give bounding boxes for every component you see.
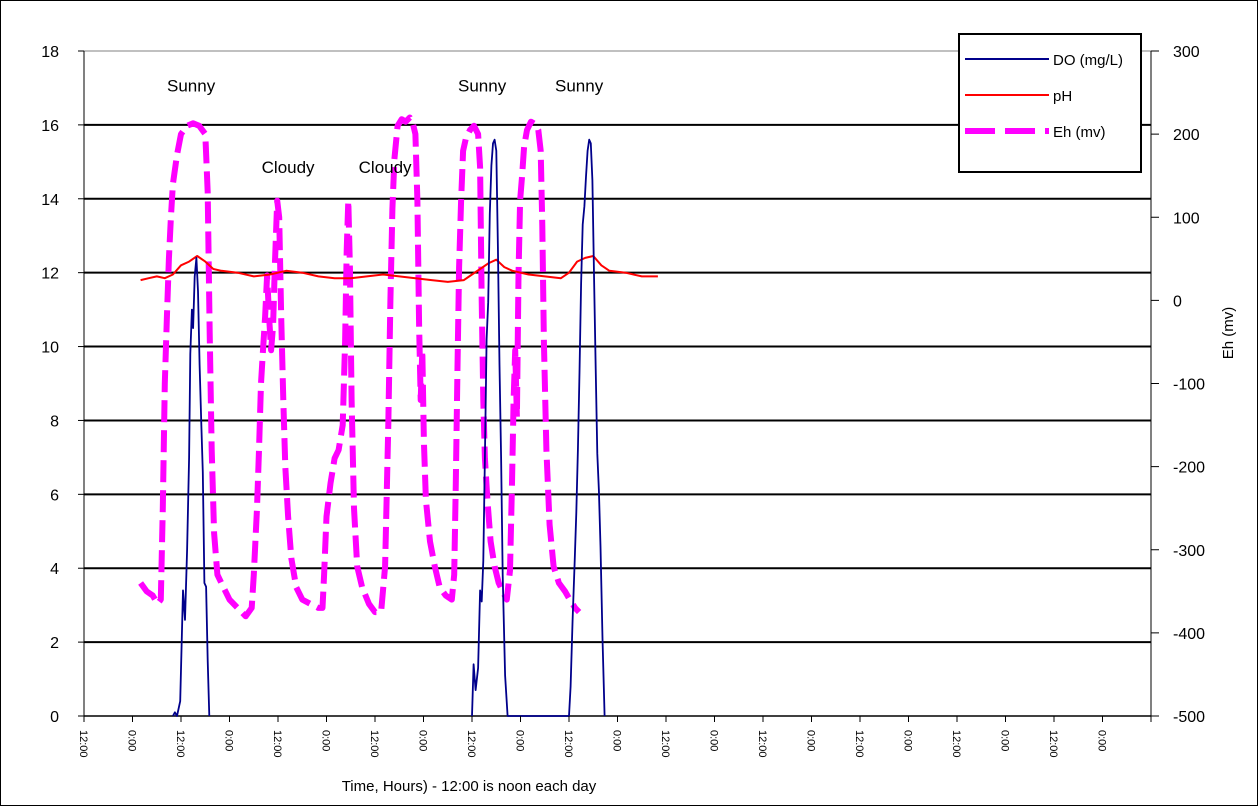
x-tick-label-10: 12:00 [562,730,574,758]
annotation-4: Sunny [555,77,604,96]
x-tick-label-3: 0:00 [223,730,235,751]
x-tick-label-14: 12:00 [756,730,768,758]
series-layer [138,114,658,717]
x-axis-ticks: 12:00 0:00 12:00 0:00 12:00 0:00 12:00 0:00 12:0… [77,716,1152,758]
y2-tick-label-5: 0 [1173,293,1182,310]
weather-annotations: Sunny Cloudy Cloudy Sunny Sunny [167,77,604,177]
x-tick-label-20: 12:00 [1047,730,1059,758]
annotation-1: Cloudy [262,158,315,177]
y2-tick-label-7: 200 [1173,127,1200,144]
x-tick-label-13: 0:00 [708,730,720,751]
legend: DO (mg/L) pH Eh (mv) [958,33,1142,173]
x-tick-label-4: 12:00 [271,730,283,758]
x-tick-label-11: 0:00 [611,730,623,751]
y-tick-label-9: 18 [41,44,59,61]
x-tick-label-9: 0:00 [514,730,526,751]
y-tick-label-2: 4 [50,561,59,578]
x-tick-label-19: 0:00 [999,730,1011,751]
x-tick-label-15: 0:00 [805,730,817,751]
right-axis-label: Eh (mv) [1220,307,1237,360]
gridlines [84,123,1151,644]
x-tick-label-8: 12:00 [465,730,477,758]
y2-tick-label-4: -100 [1173,377,1205,394]
x-tick-label-17: 0:00 [902,730,914,751]
y-tick-label-8: 16 [41,118,59,135]
annotation-2: Cloudy [359,158,412,177]
y2-tick-label-8: 300 [1173,44,1200,61]
x-tick-label-1: 0:00 [126,730,138,751]
y-tick-label-4: 8 [50,413,59,430]
y-tick-label-6: 12 [41,266,59,283]
y2-tick-label-2: -300 [1173,543,1205,560]
y2-tick-label-1: -400 [1173,626,1205,643]
y-tick-label-7: 14 [41,192,59,209]
legend-box [958,33,1142,173]
y2-tick-label-0: -500 [1173,709,1205,726]
x-tick-label-12: 12:00 [659,730,671,758]
x-tick-label-16: 12:00 [853,730,865,758]
annotation-3: Sunny [458,77,507,96]
x-tick-label-7: 0:00 [417,730,429,751]
x-tick-label-0: 12:00 [77,730,89,758]
y-tick-label-5: 10 [41,340,59,357]
series-line-ph [140,255,658,283]
legend-label-2: Eh (mv) [1053,124,1106,141]
x-tick-label-6: 12:00 [368,730,380,758]
y2-tick-label-3: -200 [1173,460,1205,477]
x-tick-label-21: 0:00 [1096,730,1108,751]
x-tick-label-18: 12:00 [950,730,962,758]
left-axis-ticks: 0 2 4 6 8 10 12 14 16 18 [41,44,84,726]
legend-label-1: pH [1053,88,1072,105]
x-tick-label-5: 0:00 [320,730,332,751]
series-line-eh [138,114,582,620]
legend-label-0: DO (mg/L) [1053,52,1123,69]
x-axis-label: Time, Hours) - 12:00 is noon each day [342,778,597,795]
x-tick-label-2: 12:00 [174,730,186,758]
y-tick-label-3: 6 [50,487,59,504]
y2-tick-label-6: 100 [1173,210,1200,227]
right-axis-ticks: -500 -400 -300 -200 -100 0 100 200 300 [1151,44,1205,726]
y-tick-label-0: 0 [50,709,59,726]
y-tick-label-1: 2 [50,635,59,652]
annotation-0: Sunny [167,77,216,96]
